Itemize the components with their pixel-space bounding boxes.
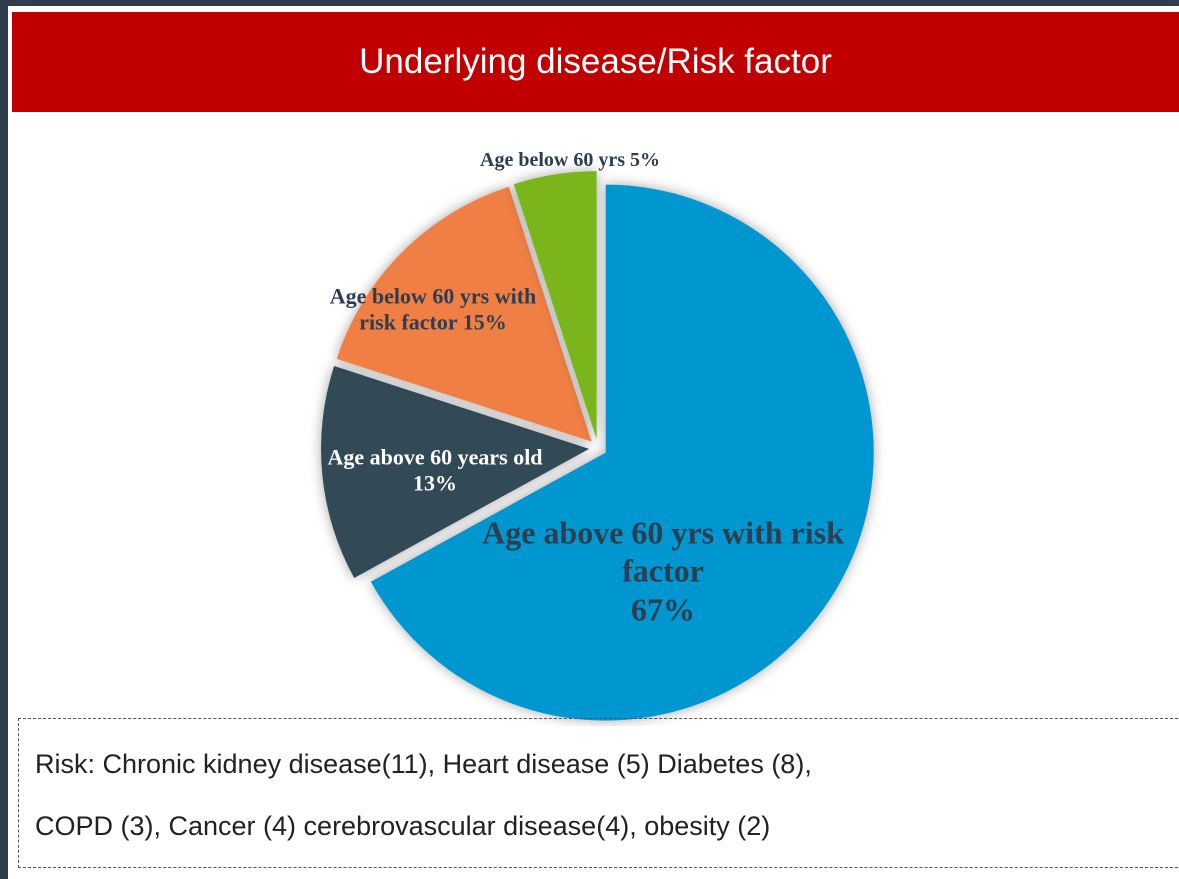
- pie-slice: [370, 184, 874, 721]
- slice-label: Age below 60 yrs 5%: [420, 148, 720, 172]
- slice-value: 15%: [462, 310, 507, 335]
- pie-slice: [336, 186, 592, 442]
- slice-name: Age below 60 yrs with risk factor: [329, 283, 537, 335]
- slide: Underlying disease/Risk factor Risk: Chr…: [8, 6, 1179, 879]
- pie-slice: [321, 366, 590, 578]
- note-line: Risk: Chronic kidney disease(11), Heart …: [35, 749, 812, 779]
- slice-name: Age above 60 years old: [327, 444, 543, 470]
- slice-label: Age below 60 yrs with risk factor 15%: [318, 284, 548, 337]
- slice-value: 67%: [631, 591, 695, 628]
- slice-value: 13%: [413, 471, 457, 496]
- chart: [321, 171, 874, 721]
- slice-label: Age above 60 yrs with risk factor 67%: [473, 513, 853, 628]
- slice-value: 5%: [629, 149, 660, 171]
- slice-name: Age above 60 yrs with risk factor: [482, 514, 844, 589]
- risk-note: Risk: Chronic kidney disease(11), Heart …: [18, 718, 1179, 868]
- slice-label: Age above 60 years old 13%: [315, 445, 555, 498]
- slice-name: Age below 60 yrs: [480, 149, 625, 171]
- note-line: COPD (3), Cancer (4) cerebrovascular dis…: [35, 811, 771, 841]
- banner: Underlying disease/Risk factor: [12, 12, 1179, 112]
- chart-title: Underlying disease/Risk factor: [359, 42, 832, 81]
- pie-slice: [513, 171, 597, 440]
